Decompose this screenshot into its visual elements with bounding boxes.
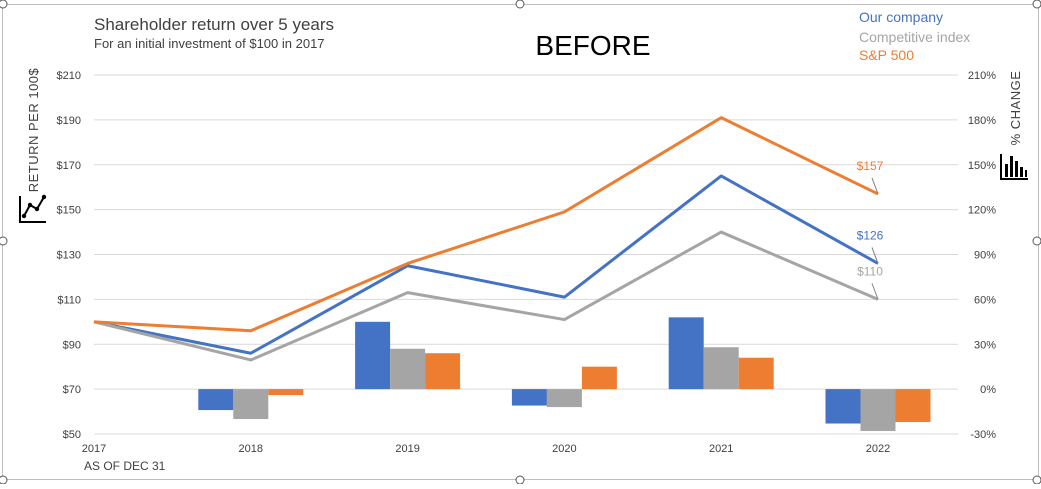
bar-competitive-index-2022 [860, 389, 896, 432]
gridlines [94, 74, 958, 435]
bar-competitive-index-2018 [233, 389, 269, 420]
bar-our-company-2022 [825, 389, 861, 424]
resize-handle[interactable] [0, 475, 8, 485]
y-right-tick-label: 150% [968, 160, 996, 172]
legend-competitive-index: Competitive index [859, 29, 970, 45]
x-tick-label: 2022 [866, 443, 890, 455]
y-right-tick-label: 210% [968, 70, 996, 82]
y-right-tick-label: 0% [980, 384, 996, 396]
y-left-tick-label: $150 [57, 205, 81, 217]
y-left-tick-label: $70 [63, 384, 81, 396]
y-right-tick-label: 120% [968, 205, 996, 217]
bar-s-p-500-2018 [268, 389, 304, 396]
resize-handle[interactable] [515, 475, 525, 485]
bar-competitive-index-2019 [390, 348, 426, 390]
y-left-axis: $50 $70 $90 $110 $130 $150 $170 $190 $210 [57, 70, 81, 441]
x-axis: 2017 2018 2019 2020 2021 2022 [82, 443, 890, 455]
line-our-company [93, 174, 879, 355]
before-label: BEFORE [535, 30, 650, 61]
resize-handle[interactable] [1032, 0, 1041, 9]
y-right-tick-label: 90% [974, 250, 996, 262]
resize-handle[interactable] [1032, 236, 1041, 246]
chart-title: Shareholder return over 5 years [94, 15, 334, 34]
bar-our-company-2018 [198, 389, 234, 411]
y-right-axis: -30% 0% 30% 60% 90% 120% 150% 180% 210% [968, 70, 996, 441]
bar-competitive-index-2021 [703, 347, 739, 390]
x-tick-label: 2019 [395, 443, 419, 455]
resize-handle[interactable] [0, 236, 8, 246]
bar-s-p-500-2021 [738, 357, 774, 390]
bar-s-p-500-2019 [425, 353, 461, 390]
line-s-p-500 [93, 116, 879, 333]
y-left-tick-label: $210 [57, 70, 81, 82]
x-tick-label: 2020 [552, 443, 576, 455]
leader-line [871, 283, 879, 300]
legend-our-company: Our company [859, 9, 943, 25]
y-right-tick-label: -30% [970, 429, 996, 441]
y-left-tick-label: $50 [63, 429, 81, 441]
leader-line [871, 177, 879, 195]
x-axis-note: AS OF DEC 31 [84, 459, 166, 473]
end-label-competitive-index: $110 [857, 264, 883, 278]
y-right-axis-title: % CHANGE [1008, 71, 1023, 146]
x-tick-label: 2017 [82, 443, 106, 455]
data-labels: $126 $110 $157 [857, 159, 884, 300]
resize-handle[interactable] [515, 0, 525, 9]
end-label-our-company: $126 [857, 228, 884, 242]
chart-subtitle: For an initial investment of $100 in 201… [94, 36, 325, 51]
y-left-tick-label: $90 [63, 339, 81, 351]
y-left-tick-label: $170 [57, 160, 81, 172]
resize-handle[interactable] [0, 0, 8, 9]
line-chart-icon [19, 194, 47, 223]
y-left-tick-label: $130 [57, 250, 81, 262]
y-left-tick-label: $110 [57, 294, 81, 306]
end-label-s-p-500: $157 [857, 159, 884, 173]
y-right-tick-label: 180% [968, 115, 996, 127]
bar-s-p-500-2020 [581, 366, 617, 390]
bar-competitive-index-2020 [546, 389, 582, 408]
bar-our-company-2020 [511, 389, 547, 406]
y-right-tick-label: 60% [974, 294, 996, 306]
leader-line [871, 247, 879, 264]
bar-our-company-2021 [668, 317, 704, 390]
line-competitive-index [93, 230, 879, 362]
x-tick-label: 2018 [239, 443, 263, 455]
legend-sp500: S&P 500 [859, 47, 914, 63]
line-series [93, 116, 879, 362]
resize-handle[interactable] [1032, 475, 1041, 485]
bar-chart-icon [1000, 154, 1028, 180]
bar-series [198, 317, 931, 432]
bar-s-p-500-2022 [895, 389, 931, 423]
bar-our-company-2019 [355, 321, 391, 390]
y-right-tick-label: 30% [974, 339, 996, 351]
x-tick-label: 2021 [709, 443, 733, 455]
y-left-axis-title: RETURN PER 100$ [26, 67, 41, 192]
y-left-tick-label: $190 [57, 115, 81, 127]
